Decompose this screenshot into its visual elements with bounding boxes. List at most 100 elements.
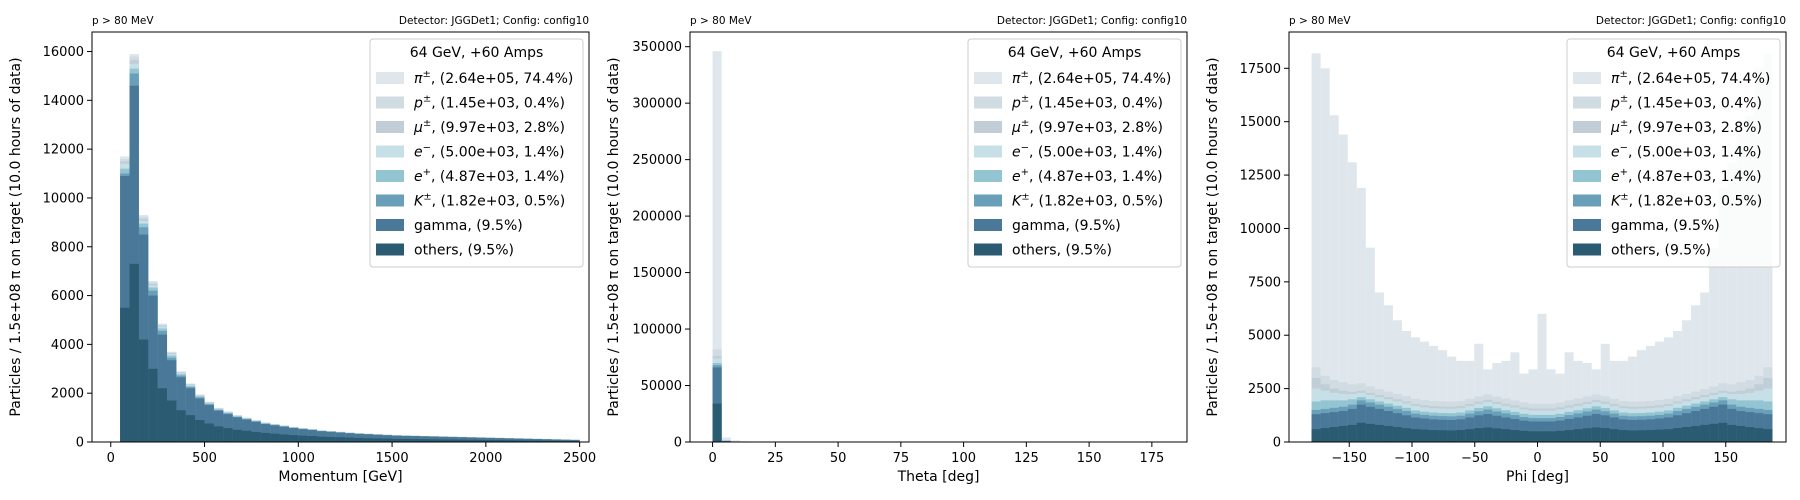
legend-swatch <box>1573 170 1601 182</box>
legend-particle-charge: + <box>1021 167 1029 178</box>
histogram-bar <box>1600 343 1610 442</box>
legend-particle-symbol: e <box>1611 169 1620 185</box>
legend-entry-label: , (9.97e+03, 2.8%) <box>431 120 565 136</box>
legend-particle-symbol: μ <box>1011 120 1021 136</box>
legend-swatch <box>376 219 404 231</box>
legend-entry-label: , (1.82e+03, 0.5%) <box>1629 194 1763 210</box>
histogram-bar <box>242 430 252 442</box>
legend-entry-label: , (4.87e+03, 1.4%) <box>1628 169 1762 185</box>
histogram-bar <box>513 440 524 442</box>
legend-swatch <box>1573 243 1601 256</box>
histogram-bar <box>730 440 740 442</box>
x-tick-label: 50 <box>830 451 847 466</box>
legend-entry: e−, (5.00e+03, 1.4%) <box>414 143 565 161</box>
legend-particle-symbol: e <box>1012 169 1021 185</box>
histogram-bar <box>429 436 439 442</box>
histogram-bar <box>420 439 430 442</box>
legend-swatch <box>376 96 404 109</box>
y-tick-label: 300000 <box>632 97 682 112</box>
histogram-bar <box>363 434 374 442</box>
histogram-bar <box>176 377 186 442</box>
histogram-bar <box>176 410 186 442</box>
legend-swatch <box>1573 145 1601 158</box>
legend-entry-label: others, (9.5%) <box>414 243 514 259</box>
legend-entry: p±, (1.45e+03, 0.4%) <box>413 94 565 112</box>
histogram-bar <box>185 415 196 442</box>
histogram-bar <box>1673 428 1683 442</box>
legend-entry: μ±, (9.97e+03, 2.8%) <box>413 118 565 136</box>
histogram-bar <box>551 440 561 442</box>
y-tick-label: 14000 <box>43 94 84 109</box>
histogram-bar <box>326 431 336 442</box>
legend-title: 64 GeV, +60 Amps <box>1607 45 1741 61</box>
histogram-bar <box>260 432 271 442</box>
panel-3: −150 −100 −50 0 50 100 150 0 2500 5000 7500 10000 12… <box>1205 15 1787 485</box>
histogram-bar <box>1654 341 1665 442</box>
legend-particle-charge: ± <box>1620 94 1628 105</box>
histogram-bar <box>1483 427 1493 442</box>
histogram-bar <box>382 438 393 442</box>
legend-entry-label: , (4.87e+03, 1.4%) <box>1029 169 1163 185</box>
legend-particle-symbol: π <box>414 71 423 87</box>
legend-entry-label: gamma, (9.5%) <box>1012 218 1121 234</box>
x-tick-label: 0 <box>708 451 716 466</box>
histogram-bar <box>504 440 514 442</box>
legend-entry: π±, (2.64e+05, 74.4%) <box>414 69 573 87</box>
histogram-bar <box>1754 428 1764 442</box>
histogram-bar <box>429 439 439 442</box>
legend-particle-symbol: e <box>1611 145 1620 161</box>
histogram-bar <box>495 440 505 442</box>
histogram-bar <box>288 435 299 442</box>
x-tick-label: 2000 <box>469 451 502 466</box>
legend-particle-symbol: K <box>1012 194 1023 210</box>
histogram-bar <box>223 428 233 442</box>
histogram-bar <box>1727 424 1737 442</box>
x-tick-label: 125 <box>1014 451 1039 466</box>
y-tick-label: 350000 <box>632 40 682 55</box>
histogram-bar <box>138 234 149 442</box>
legend-particle-symbol: p <box>413 96 423 112</box>
legend-particle-symbol: μ <box>1610 120 1620 136</box>
y-tick-label: 50000 <box>641 379 682 394</box>
histogram-bar <box>560 439 571 442</box>
histogram-bar <box>326 437 336 442</box>
histogram-bar <box>120 307 130 442</box>
y-axis-label: Particles / 1.5e+08 π on target (10.0 ho… <box>1205 57 1221 416</box>
y-tick-label: 15000 <box>1240 115 1281 130</box>
legend-entry-label: , (1.45e+03, 0.4%) <box>431 96 565 112</box>
detector-config-note: Detector: JGGDet1; Config: config10 <box>997 15 1187 27</box>
legend-entry-label: , (2.64e+05, 74.4%) <box>1628 71 1771 87</box>
histogram-bar <box>476 439 486 442</box>
x-axis-label: Phi [deg] <box>1506 469 1569 485</box>
histogram-bar <box>1329 427 1339 442</box>
histogram-bar <box>1618 430 1628 442</box>
y-axis-label: Particles / 1.5e+08 π on target (10.0 ho… <box>8 57 24 416</box>
x-tick-label: 100 <box>1651 451 1676 466</box>
histogram-bar <box>1401 330 1411 442</box>
histogram-bar <box>148 368 158 442</box>
histogram-bar <box>1627 356 1637 442</box>
histogram-bar <box>1537 431 1547 442</box>
histogram-bar <box>1465 429 1475 442</box>
histogram-bar <box>1645 345 1655 442</box>
y-tick-label: 2000 <box>51 387 84 402</box>
legend-entry-label: gamma, (9.5%) <box>1611 218 1720 234</box>
legend-particle-charge: ± <box>423 192 431 203</box>
histogram-bar <box>1447 430 1457 442</box>
histogram-bar <box>148 295 158 442</box>
histogram-bar <box>1401 428 1411 442</box>
histogram-bar <box>438 439 449 442</box>
histogram-bar <box>1510 430 1520 442</box>
histogram-bar <box>354 437 364 442</box>
histogram-bar <box>1392 427 1402 442</box>
legend-particle-charge: + <box>1620 167 1628 178</box>
legend-swatch <box>974 243 1002 256</box>
histogram-bar <box>560 440 571 442</box>
legend-entry: μ±, (9.97e+03, 2.8%) <box>1610 118 1762 136</box>
histogram-bar <box>298 429 308 442</box>
legend-particle-charge: ± <box>1620 192 1628 203</box>
histogram-bar <box>345 437 355 442</box>
x-tick-label: 25 <box>767 451 784 466</box>
histogram-bar <box>232 417 243 442</box>
